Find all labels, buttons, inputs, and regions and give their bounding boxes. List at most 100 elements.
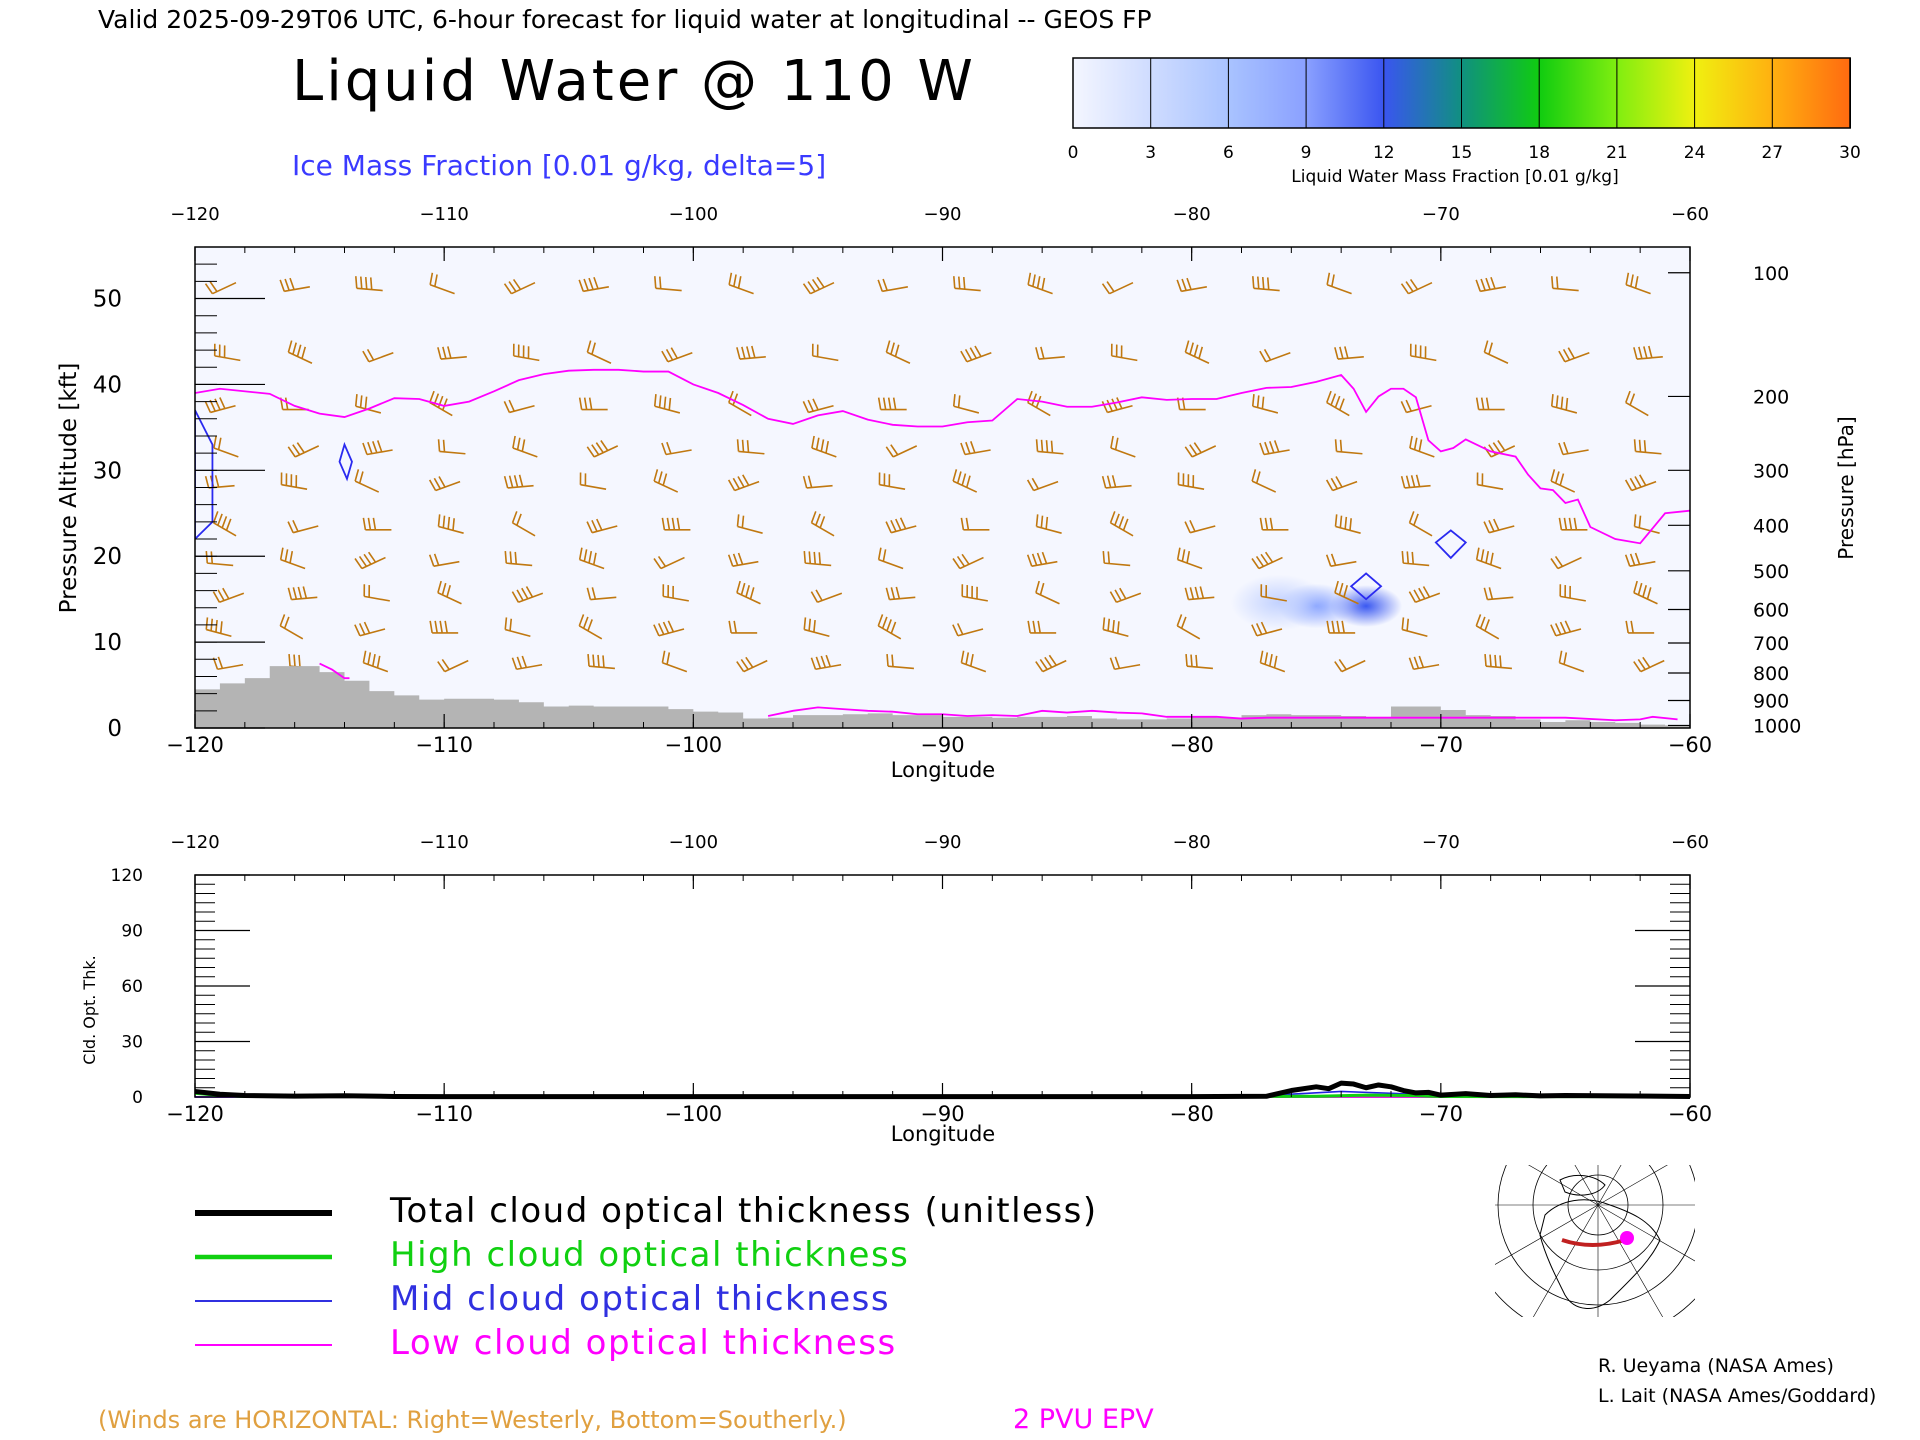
meridian-line xyxy=(1597,1165,1668,1206)
y-tick-label: 30 xyxy=(93,458,122,484)
colorbar-tick-label: 21 xyxy=(1606,143,1628,163)
wind-barb xyxy=(511,511,536,537)
wind-barb xyxy=(960,517,990,531)
colorbar-frame xyxy=(1072,57,1851,129)
wind-barb xyxy=(1176,277,1207,293)
wind-barb xyxy=(212,587,245,603)
x-tick-label: −80 xyxy=(1170,733,1214,757)
x-tick-label-top: −70 xyxy=(1422,204,1460,225)
colorbar-segment xyxy=(1771,57,1852,129)
wind-barb xyxy=(1400,474,1431,489)
wind-barb xyxy=(363,584,390,602)
wind-barb xyxy=(1184,340,1210,364)
colorbar-tick-label: 24 xyxy=(1684,143,1706,163)
wind-barb xyxy=(1633,345,1663,360)
wind-barb xyxy=(1334,659,1366,673)
wind-barb xyxy=(728,620,758,634)
wind-barb xyxy=(654,276,682,292)
wind-barb xyxy=(877,614,902,640)
wind-barb xyxy=(811,435,837,458)
x-tick-label: −90 xyxy=(920,733,964,757)
wind-barb xyxy=(810,589,843,603)
wind-barb xyxy=(1259,440,1290,456)
wind-barb xyxy=(1483,587,1514,601)
meridian-line xyxy=(1532,1204,1599,1317)
wind-barb xyxy=(1035,654,1067,673)
wind-barb xyxy=(727,474,760,492)
wind-barb xyxy=(1408,511,1433,537)
wind-barb xyxy=(661,347,693,363)
wind-barb xyxy=(437,659,469,673)
upper-ylabel-right: Pressure [hPa] xyxy=(1834,416,1858,559)
epv-line xyxy=(319,662,350,680)
wind-barb xyxy=(1409,435,1435,458)
colorbar-tick-label: 27 xyxy=(1761,143,1783,163)
x-tick-label-top: −60 xyxy=(1671,832,1709,853)
continent-outline xyxy=(1539,1199,1661,1309)
wind-barb xyxy=(1325,476,1358,492)
wind-barb xyxy=(653,620,685,637)
wind-barb xyxy=(1633,439,1662,455)
y-tick-label: 40 xyxy=(93,372,122,398)
y-tick-label: 20 xyxy=(93,544,122,570)
cloud-thickness-line xyxy=(194,1080,1691,1100)
wind-barb xyxy=(1326,620,1356,634)
wind-barb xyxy=(1110,343,1138,362)
pressure-tick-label: 200 xyxy=(1753,386,1789,408)
legend-label: Total cloud optical thickness (unitless) xyxy=(389,1191,1098,1231)
colorbar-tick-label: 12 xyxy=(1373,143,1395,163)
wind-barb xyxy=(803,617,830,638)
wind-barb xyxy=(1251,469,1277,493)
meridian-line xyxy=(1528,1165,1599,1206)
colorbar-tick-label: 30 xyxy=(1839,143,1861,163)
wind-barb xyxy=(1550,469,1576,493)
wind-barb xyxy=(662,584,689,602)
wind-barb xyxy=(1401,617,1428,638)
x-tick-label-top: −70 xyxy=(1422,832,1460,853)
wind-barb xyxy=(578,276,609,293)
wind-barb xyxy=(287,340,313,364)
wind-barb xyxy=(961,584,988,602)
wind-barb xyxy=(579,472,607,491)
wind-barb xyxy=(885,444,918,458)
credit-ueyama: R. Ueyama (NASA Ames) xyxy=(1598,1355,1834,1377)
wind-barb xyxy=(578,547,605,570)
meridian-line xyxy=(1495,1204,1599,1265)
wind-barb xyxy=(1177,472,1205,491)
wind-barb xyxy=(1251,621,1283,637)
colorbar-segment xyxy=(1227,57,1308,129)
wind-barb xyxy=(355,276,383,292)
wind-barb xyxy=(511,586,544,603)
colorbar-tick-label: 18 xyxy=(1528,143,1550,163)
chart-subtitle: Ice Mass Fraction [0.01 g/kg, delta=5] xyxy=(292,149,826,182)
wind-barb xyxy=(362,440,393,456)
wind-barb xyxy=(1252,276,1280,292)
wind-barb xyxy=(1558,441,1589,456)
x-tick-label: −110 xyxy=(415,1102,473,1126)
y-tick-label: 120 xyxy=(111,866,143,886)
pressure-tick-label: 900 xyxy=(1753,691,1789,713)
wind-barb xyxy=(885,586,916,601)
x-tick-label: −110 xyxy=(415,733,473,757)
wind-barb xyxy=(885,340,911,364)
wind-barb xyxy=(736,345,766,360)
colorbar-tick-label: 15 xyxy=(1451,143,1473,163)
x-tick-label-top: −90 xyxy=(924,832,962,853)
wind-barb xyxy=(1408,655,1440,671)
x-tick-label-top: −90 xyxy=(924,204,962,225)
wind-barb xyxy=(586,587,617,601)
wind-barb xyxy=(1625,620,1655,634)
wind-barb xyxy=(877,397,907,411)
wind-barb xyxy=(727,552,759,567)
map-inset-area xyxy=(1495,1165,1695,1317)
colorbar-tick-label: 3 xyxy=(1145,143,1156,163)
wind-barb xyxy=(362,517,392,531)
wind-barb xyxy=(1035,514,1062,534)
colorbar-tick-label: 6 xyxy=(1223,143,1234,163)
liquid-water-patch xyxy=(1230,574,1327,631)
wind-barb xyxy=(280,472,308,491)
wind-barb xyxy=(1633,580,1658,605)
upper-xlabel: Longitude xyxy=(891,758,995,782)
wind-barb xyxy=(354,394,382,414)
x-tick-label-top: −60 xyxy=(1671,204,1709,225)
